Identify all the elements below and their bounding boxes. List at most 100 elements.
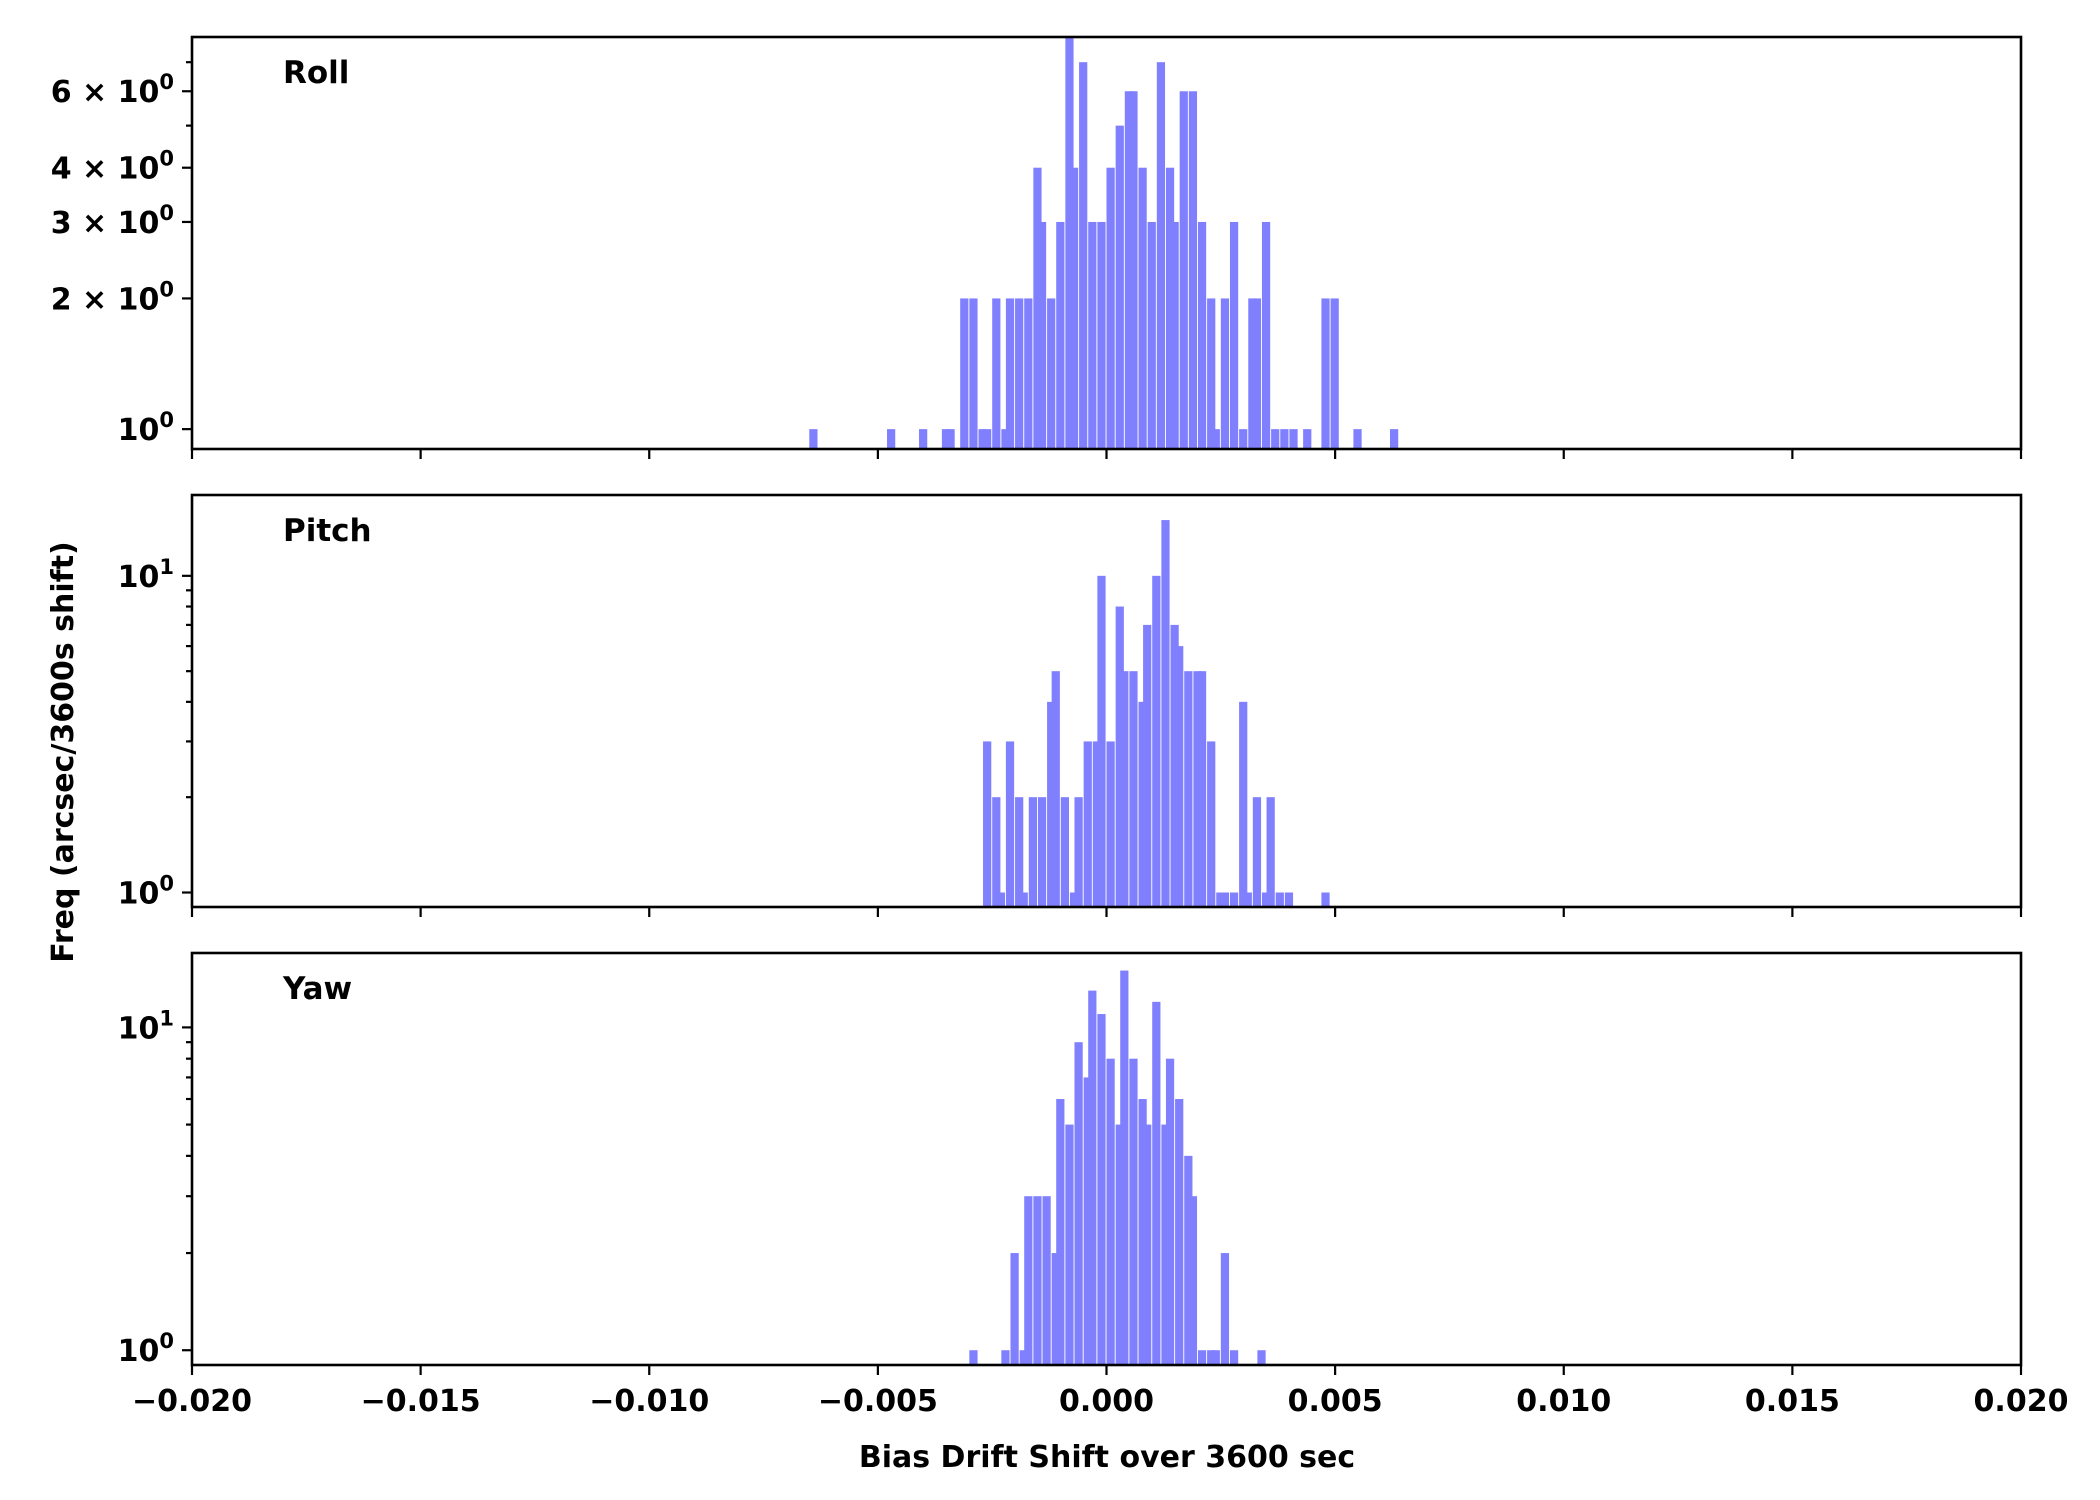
y-tick-label: 6 × 100 [51,70,174,110]
histogram-bar [1120,671,1129,907]
histogram-bar [1124,91,1134,449]
histogram-bar [1051,1253,1060,1365]
y-axis-title: Freq (arcsec/3600s shift) [46,541,81,963]
histogram-bar [1207,741,1216,907]
histogram-bar [1229,1350,1239,1365]
x-tick-label: −0.010 [589,1384,709,1419]
histogram-bar [1321,892,1330,907]
histogram-bar [1143,1124,1152,1365]
histogram-bar [1010,1253,1019,1365]
histogram-bar [1207,298,1216,449]
histogram-bar [1019,892,1028,907]
histogram-bar [1088,990,1097,1365]
histogram-bar [1261,892,1271,907]
histogram-bar [1088,221,1097,449]
histogram-bar [1106,167,1115,449]
histogram-bar [1193,671,1202,907]
histogram-bar [1115,125,1124,449]
histogram-bar [1170,624,1179,907]
histogram-bar [1229,892,1239,907]
y-tick-label: 100 [118,872,174,912]
histogram-bar [1033,1196,1042,1365]
histogram-bar [809,429,818,449]
histogram-bar [1097,1014,1106,1365]
histogram-bar [1120,970,1129,1365]
histogram-bar [946,429,955,449]
histogram-bar [1197,1350,1207,1365]
histogram-bar [1184,671,1193,907]
histogram-bar [1056,1099,1065,1365]
histogram-bar [1197,221,1207,449]
panel-yaw: −0.020 −0.015 −0.010 −0.005 0.000 0.005 0.010 0… [118,951,2068,1419]
histogram-bar [1015,298,1024,449]
histogram-bar [969,298,978,449]
histogram-bar [1165,1058,1175,1365]
histogram-bar [1005,741,1015,907]
histogram-bar [1001,1350,1010,1365]
histogram-bar [1005,298,1015,449]
bars-pitch [983,520,1330,907]
histogram-bar [1390,429,1399,449]
histogram-bar [1216,892,1225,907]
panel-roll: 100 2 × 100 3 × 100 4 × 100 6 × 100 Roll [51,35,2023,459]
histogram-bar [1115,1124,1124,1365]
histogram-bar [1284,892,1294,907]
histogram-bar [983,741,992,907]
x-tick-label: −0.015 [361,1384,481,1419]
histogram-bar [1165,167,1175,449]
histogram-bar [1019,1350,1028,1365]
histogram-bar [1188,91,1198,449]
histogram-bar [1161,1124,1170,1365]
histogram-bar [1129,1058,1138,1365]
histogram-bar [1220,892,1230,907]
histogram-bar [1037,797,1047,907]
histogram-bar [1248,298,1257,449]
histogram-bar [1147,221,1156,449]
y-tick-label: 100 [118,408,174,448]
histogram-bar [992,298,1001,449]
histogram-bar [1065,37,1074,449]
histogram-bar [1060,797,1070,907]
histogram-bar [996,892,1005,907]
histogram-bar [1069,892,1079,907]
histogram-bar [1083,1077,1092,1365]
histogram-bar [1069,167,1079,449]
histogram-bar [1229,221,1239,449]
x-tick-label: −0.005 [818,1384,938,1419]
histogram-bar [1239,429,1248,449]
histogram-bar [1074,1042,1083,1365]
histogram-bar [1220,1253,1230,1365]
y-tick-label: 101 [118,555,174,595]
histogram-bar [1037,221,1047,449]
histogram-bar [1092,741,1102,907]
histogram-bar [1047,701,1056,907]
histogram-bar [1042,1196,1051,1365]
histogram-bar [1330,298,1339,449]
histogram-bar [1289,429,1298,449]
histogram-bar [1138,167,1147,449]
histogram-bar [1056,221,1065,449]
histogram-bar [1261,221,1271,449]
histogram-bar [1097,221,1106,449]
panel-label: Yaw [282,971,352,1007]
histogram-bar [1079,62,1088,449]
histogram-bar [1115,606,1124,907]
histogram-bar [1243,892,1252,907]
panel-pitch: 100 101 Pitch [118,493,2023,917]
histogram-bar [1047,298,1056,449]
histogram-bar [978,429,987,449]
histogram-bar [1028,797,1037,907]
histogram-bar [1074,797,1083,907]
x-axis-title: Bias Drift Shift over 3600 sec [859,1440,1355,1475]
histogram-bar [1175,646,1184,907]
bars-roll [809,37,1399,449]
histogram-bar [1257,1350,1266,1365]
y-tick-label: 2 × 100 [51,277,174,317]
y-tick-label: 101 [118,1006,174,1046]
histogram-bar [1106,1058,1115,1365]
bars-yaw [969,970,1266,1365]
x-tick-label: 0.015 [1745,1384,1840,1419]
histogram-bar [1303,429,1312,449]
y-tick-label: 100 [118,1329,174,1369]
